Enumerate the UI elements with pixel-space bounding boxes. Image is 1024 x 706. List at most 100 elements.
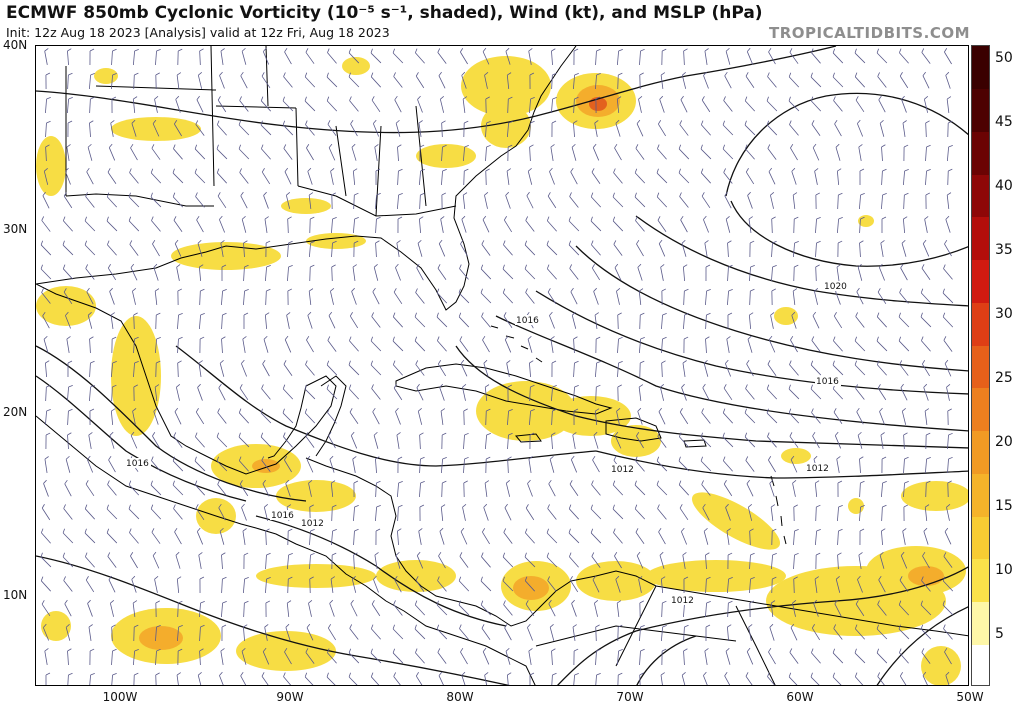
wind-barb (416, 551, 424, 569)
wind-barb (375, 192, 381, 210)
wind-barb (616, 288, 621, 305)
wind-barb (573, 120, 578, 138)
wind-barb (329, 455, 335, 473)
wind-barb (723, 96, 733, 112)
wind-barb (638, 337, 645, 354)
colorbar-label: 20 (995, 434, 1013, 450)
wind-barb (749, 265, 755, 282)
wind-barb (723, 384, 733, 401)
wind-barb (176, 576, 182, 594)
wind-barb (216, 432, 228, 448)
wind-barb (482, 47, 490, 65)
wind-barb (265, 552, 271, 570)
wind-barb (395, 551, 401, 569)
wind-barb (242, 336, 247, 353)
wind-barb (837, 480, 843, 498)
wind-barb (524, 264, 536, 280)
wind-barb (374, 552, 379, 569)
wind-barb (814, 480, 820, 498)
wind-barb (658, 120, 666, 137)
colorbar-segment (972, 174, 989, 218)
wind-barb (199, 313, 205, 330)
wind-barb (153, 407, 159, 425)
wind-barb (634, 168, 646, 184)
wind-barb (768, 167, 776, 185)
wind-barb (331, 504, 337, 522)
wind-barb (790, 144, 798, 161)
wind-barb (264, 624, 269, 641)
wind-barb (814, 288, 819, 305)
wind-barb (507, 96, 513, 114)
wind-barb (680, 527, 688, 545)
wind-barb (441, 192, 447, 210)
wind-barb (573, 408, 579, 426)
wind-barb (639, 648, 645, 666)
wind-barb (107, 264, 117, 281)
wind-barb (656, 480, 668, 496)
wind-barb (811, 408, 821, 424)
wind-barb (87, 599, 93, 617)
wind-barb (876, 336, 888, 352)
wind-barb (811, 120, 821, 136)
wind-barb (196, 527, 204, 545)
wind-barb (371, 312, 381, 328)
wind-barb (789, 432, 799, 448)
wind-barb (790, 455, 798, 473)
lon-label-60w: 60W (786, 690, 814, 704)
wind-barb (725, 503, 731, 521)
wind-barb (855, 600, 865, 617)
wind-barb (683, 624, 689, 642)
wind-barb (702, 383, 710, 401)
wind-barb (859, 480, 865, 498)
wind-barb (573, 648, 579, 666)
wind-barb (40, 576, 51, 592)
wind-barb (393, 384, 403, 401)
colorbar-label: 15 (995, 498, 1013, 514)
wind-barb (132, 288, 137, 305)
wind-barb (568, 504, 580, 520)
wind-barb (152, 119, 160, 137)
wind-barb (85, 264, 95, 280)
wind-barb (616, 600, 622, 617)
wind-barb (108, 575, 116, 593)
wind-barb (419, 169, 425, 186)
wind-barb (174, 527, 182, 545)
wind-barb (460, 239, 468, 257)
wind-barb (639, 624, 645, 642)
wind-barb (854, 336, 866, 352)
wind-barb (549, 311, 555, 329)
wind-barb (793, 576, 798, 594)
weather-map[interactable]: 1020 1016 1016 1016 1016 1012 1012 1012 1012 (35, 45, 969, 686)
wind-barb (789, 648, 799, 664)
wind-barb (944, 48, 952, 65)
wind-barb (573, 336, 578, 354)
chart-title: ECMWF 850mb Cyclonic Vorticity (10⁻⁵ s⁻¹… (6, 3, 763, 23)
wind-barb (551, 360, 557, 378)
wind-barb (375, 528, 381, 546)
wind-barb (353, 480, 359, 498)
wind-barb (832, 72, 844, 88)
wind-barb (177, 648, 183, 666)
wind-barb (550, 144, 555, 161)
wind-barb (788, 672, 800, 685)
wind-barb (111, 672, 117, 685)
wind-barb (350, 599, 358, 617)
wind-barb (108, 455, 116, 473)
wind-barb (502, 552, 514, 568)
wind-barb (947, 168, 953, 186)
wind-barb (856, 287, 864, 305)
wind-barb (639, 48, 645, 66)
wind-barb (195, 192, 205, 208)
wind-barb (946, 96, 952, 113)
wind-barb (459, 552, 469, 568)
wind-barb (265, 576, 271, 594)
wind-barb (947, 456, 953, 474)
brand-watermark[interactable]: TROPICALTIDBITS.COM (769, 24, 970, 42)
wind-barb (681, 383, 687, 401)
wind-barb (810, 672, 822, 685)
wind-barb (243, 552, 249, 570)
wind-barb (395, 119, 401, 137)
wind-barb (573, 48, 579, 66)
wind-barb (260, 408, 272, 424)
wind-barb (174, 407, 182, 425)
